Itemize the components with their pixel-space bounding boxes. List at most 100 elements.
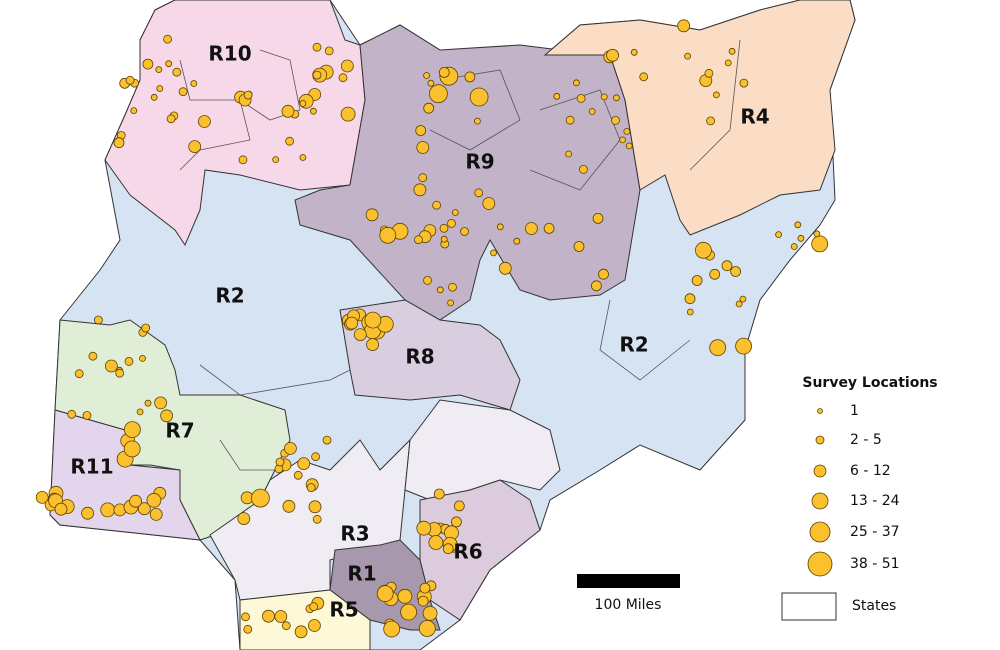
region-r5 — [239, 589, 371, 650]
survey-location — [677, 19, 691, 33]
survey-location — [811, 235, 829, 253]
survey-location — [448, 282, 457, 292]
survey-location — [469, 87, 489, 107]
survey-location — [579, 164, 588, 174]
state-border — [239, 49, 301, 121]
scale-bar-label: 100 Miles — [595, 597, 662, 613]
legend-label: 38 - 51 — [850, 556, 900, 572]
survey-location — [297, 457, 311, 471]
survey-location — [397, 588, 413, 604]
survey-location — [364, 311, 382, 329]
scale-bar — [577, 574, 680, 588]
survey-location — [74, 369, 84, 379]
survey-location — [250, 488, 270, 508]
survey-location — [113, 137, 125, 149]
survey-location — [464, 71, 476, 83]
region-label: R5 — [329, 598, 358, 622]
state-border — [179, 59, 251, 171]
survey-location — [312, 70, 322, 80]
region-label: R3 — [340, 522, 369, 546]
survey-location — [262, 609, 275, 623]
survey-location — [137, 502, 151, 516]
region-label: R8 — [405, 345, 434, 369]
survey-location — [322, 435, 332, 445]
survey-location — [312, 42, 322, 52]
survey-location — [490, 249, 497, 257]
legend-symbol — [813, 464, 827, 478]
survey-location — [695, 241, 712, 259]
legend-label: 1 — [850, 403, 859, 419]
survey-location — [724, 59, 732, 67]
survey-location — [324, 46, 334, 56]
survey-location — [428, 535, 444, 550]
survey-location — [423, 275, 432, 285]
legend-symbol — [807, 551, 833, 577]
survey-location — [573, 79, 580, 87]
survey-location — [311, 452, 321, 462]
survey-location — [67, 409, 77, 419]
survey-location — [423, 72, 431, 79]
survey-location — [625, 142, 633, 150]
survey-location — [123, 421, 141, 439]
survey-location — [417, 595, 429, 607]
survey-location — [442, 543, 454, 555]
survey-location — [365, 208, 379, 222]
survey-location — [543, 222, 555, 234]
survey-location — [306, 483, 316, 493]
region-label: R11 — [70, 455, 113, 479]
survey-location — [283, 441, 297, 455]
survey-location — [525, 222, 538, 235]
survey-location — [166, 114, 176, 124]
survey-location — [141, 323, 151, 333]
region-label: R4 — [740, 105, 769, 129]
survey-location — [139, 354, 146, 362]
survey-location — [237, 512, 251, 525]
survey-location — [150, 93, 158, 101]
survey-location — [146, 492, 162, 508]
survey-location — [565, 150, 572, 158]
survey-location — [294, 625, 308, 639]
survey-location — [105, 359, 118, 373]
state-border — [199, 364, 351, 396]
survey-location — [100, 502, 116, 518]
survey-location — [82, 411, 92, 420]
survey-location — [353, 328, 367, 342]
survey-location — [274, 610, 288, 623]
survey-location — [308, 500, 322, 514]
survey-location — [115, 368, 125, 378]
survey-location — [474, 188, 484, 198]
survey-location — [439, 223, 449, 233]
survey-location — [436, 286, 444, 294]
survey-location — [400, 603, 418, 621]
state-border — [219, 439, 280, 471]
survey-location — [739, 78, 749, 88]
survey-location — [376, 585, 394, 602]
survey-location — [379, 226, 397, 244]
survey-location — [691, 275, 703, 286]
survey-location — [197, 115, 211, 128]
region-r3-east — [404, 399, 561, 501]
survey-location — [418, 173, 428, 183]
survey-location — [709, 339, 727, 357]
survey-location — [88, 351, 98, 361]
survey-location — [123, 440, 141, 458]
region-label: R2 — [215, 284, 244, 308]
survey-location — [155, 66, 163, 73]
survey-location — [172, 67, 182, 77]
survey-location — [813, 230, 821, 238]
survey-location — [163, 34, 173, 44]
survey-location — [630, 48, 638, 56]
survey-location — [124, 356, 134, 366]
survey-location — [686, 308, 694, 316]
survey-location — [565, 115, 575, 125]
survey-location — [307, 619, 321, 632]
region-r4 — [543, 0, 856, 236]
survey-location — [282, 499, 296, 513]
survey-location — [704, 68, 714, 78]
survey-location — [275, 457, 285, 467]
state-border — [689, 39, 741, 171]
survey-location — [473, 117, 481, 125]
survey-location — [285, 136, 295, 146]
survey-location — [293, 470, 303, 480]
region-label: R2 — [619, 333, 648, 357]
